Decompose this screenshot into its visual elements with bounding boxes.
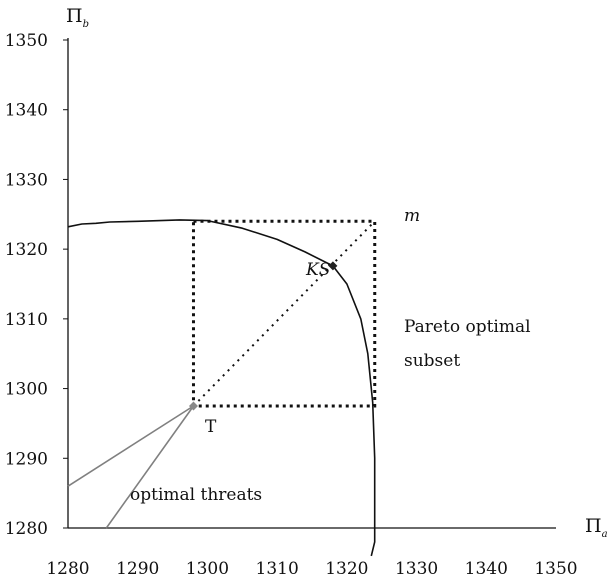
y-tick-label: 1340 xyxy=(5,101,48,121)
pareto-label-line2: subset xyxy=(404,351,460,371)
pareto-label-line1: Pareto optimal xyxy=(404,317,531,337)
x-tick-label: 1290 xyxy=(116,559,159,579)
point-marker-t xyxy=(188,401,198,411)
y-tick-label: 1350 xyxy=(5,31,48,51)
pareto-frontier-curve xyxy=(67,219,376,557)
y-tick-label: 1300 xyxy=(5,380,48,400)
threats-label: optimal threats xyxy=(130,485,262,505)
point-markers xyxy=(188,261,338,411)
label-t: T xyxy=(205,417,217,437)
point-marker-ks xyxy=(328,261,338,271)
x-axis-label: Πa xyxy=(585,515,608,540)
y-tick-label: 1280 xyxy=(5,519,48,539)
y-tick-label: 1290 xyxy=(5,449,48,469)
x-tick-label: 1310 xyxy=(256,559,299,579)
y-tick-label: 1330 xyxy=(5,170,48,190)
x-tick-label: 1320 xyxy=(325,559,368,579)
threat-line-1 xyxy=(67,405,194,487)
threat-line-2 xyxy=(105,405,195,529)
x-tick-label: 1330 xyxy=(395,559,438,579)
label-m: m xyxy=(404,206,420,226)
label-ks: KS xyxy=(305,260,330,280)
x-tick-label: 1350 xyxy=(534,559,577,579)
x-tick-labels: 1280 1290 1300 1310 1320 1330 1340 1350 xyxy=(46,559,577,579)
pareto-box xyxy=(191,219,377,408)
y-tick-label: 1310 xyxy=(5,310,48,330)
x-tick-label: 1340 xyxy=(465,559,508,579)
x-tick-label: 1280 xyxy=(46,559,89,579)
x-tick-label: 1300 xyxy=(186,559,229,579)
y-axis-label: Πb xyxy=(66,5,89,30)
y-tick-labels: 1280 1290 1300 1310 1320 1330 1340 1350 xyxy=(5,31,68,539)
y-tick-label: 1320 xyxy=(5,240,48,260)
axes xyxy=(67,38,556,529)
ks-diagonal-line xyxy=(192,220,376,407)
plot-series xyxy=(67,219,377,557)
